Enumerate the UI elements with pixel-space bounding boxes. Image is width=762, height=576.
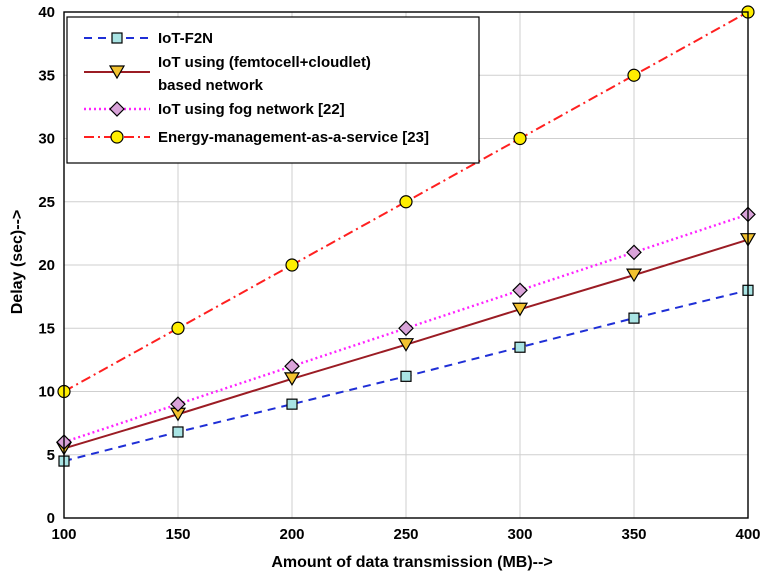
data-point xyxy=(627,68,641,82)
data-point xyxy=(512,282,528,299)
data-point xyxy=(283,372,301,387)
legend-entry-femtocell-cloudlet: IoT using (femtocell+cloudlet) based net… xyxy=(84,54,371,94)
legend-marker-iot-f2n xyxy=(111,32,123,44)
data-point xyxy=(628,312,640,324)
x-tick-label: 200 xyxy=(279,526,304,543)
legend-marker-femtocell-cloudlet xyxy=(108,65,126,80)
tick-labels: 100 150 200 250 300 350 400 0 5 10 15 20 25 30 35 40 xyxy=(38,4,760,543)
y-tick-label: 15 xyxy=(38,320,55,337)
x-tick-label: 350 xyxy=(621,526,646,543)
data-point xyxy=(625,268,643,283)
x-tick-label: 400 xyxy=(735,526,760,543)
data-point xyxy=(286,398,298,410)
data-point xyxy=(399,195,413,209)
data-point xyxy=(171,321,185,335)
legend-entry-energy-management: Energy-management-as-a-service [23] xyxy=(84,129,429,146)
legend-label-femtocell-cloudlet-line1: IoT using (femtocell+cloudlet) xyxy=(158,54,371,71)
legend: IoT-F2N IoT using (femtocell+cloudlet) b… xyxy=(66,16,480,164)
plot-frame xyxy=(63,11,749,519)
y-tick-label: 25 xyxy=(38,194,55,211)
data-point xyxy=(172,426,184,438)
y-tick-label: 5 xyxy=(47,447,55,464)
legend-box xyxy=(66,16,480,164)
data-point xyxy=(626,244,642,261)
legend-marker-fog-network xyxy=(109,101,125,117)
legend-label-energy-management: Energy-management-as-a-service [23] xyxy=(158,129,429,146)
y-tick-label: 0 xyxy=(47,510,55,527)
x-tick-label: 100 xyxy=(51,526,76,543)
legend-label-fog-network: IoT using fog network [22] xyxy=(158,101,345,118)
legend-label-iot-f2n: IoT-F2N xyxy=(158,30,213,47)
legend-label-femtocell-cloudlet-line2: based network xyxy=(158,77,264,94)
x-tick-label: 150 xyxy=(165,526,190,543)
data-point xyxy=(514,341,526,353)
x-axis-title: Amount of data transmission (MB)--> xyxy=(271,554,552,571)
series-3 xyxy=(57,5,755,399)
x-tick-label: 300 xyxy=(507,526,532,543)
y-tick-label: 10 xyxy=(38,384,55,401)
series-2 xyxy=(56,206,756,450)
y-tick-label: 30 xyxy=(38,131,55,148)
y-axis-title: Delay (sec)--> xyxy=(9,210,26,315)
data-point xyxy=(513,131,527,146)
series-1 xyxy=(55,233,757,456)
legend-entry-iot-f2n: IoT-F2N xyxy=(84,30,213,47)
data-point xyxy=(400,370,412,382)
y-tick-label: 20 xyxy=(38,257,55,274)
y-tick-label: 35 xyxy=(38,67,55,84)
data-point xyxy=(285,258,299,272)
x-tick-label: 250 xyxy=(393,526,418,543)
data-point xyxy=(170,396,186,412)
data-point xyxy=(511,302,529,317)
data-point xyxy=(397,338,415,352)
legend-marker-energy-management xyxy=(110,130,124,144)
y-tick-label: 40 xyxy=(38,4,55,21)
data-point xyxy=(284,358,300,375)
legend-entry-fog-network: IoT using fog network [22] xyxy=(84,101,345,118)
data-point xyxy=(398,320,414,337)
